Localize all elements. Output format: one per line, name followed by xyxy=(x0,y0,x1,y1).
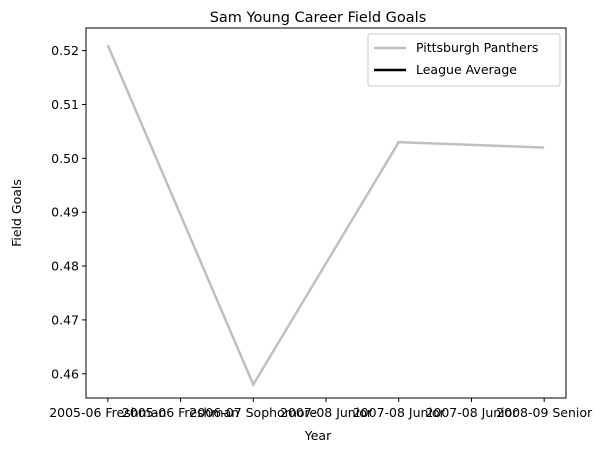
x-tick-label: 2008-09 Senior xyxy=(496,405,593,420)
y-tick-label: 0.46 xyxy=(51,366,79,381)
y-tick-label: 0.48 xyxy=(51,259,79,274)
series-line-pittsburgh-panthers xyxy=(106,44,545,388)
x-tick-label: 2005-06 Freshman xyxy=(49,405,166,420)
x-axis-title: Year xyxy=(304,428,332,443)
legend: Pittsburgh Panthers League Average xyxy=(367,33,561,87)
y-tick-label: 0.49 xyxy=(51,205,79,220)
legend-label-pittsburgh-panthers: Pittsburgh Panthers xyxy=(416,40,538,55)
legend-box xyxy=(367,33,561,87)
plot-area: 0.46 0.47 0.48 0.49 0.50 0.51 0.52 2005-06 Fre… xyxy=(49,27,593,420)
y-tick-label: 0.50 xyxy=(51,151,79,166)
x-tick-label: 2007-08 Junior xyxy=(353,405,446,420)
chart-title: Sam Young Career Field Goals xyxy=(210,10,427,26)
y-tick-label: 0.51 xyxy=(51,97,79,112)
x-tick-label: 2005-06 Freshman xyxy=(122,405,239,420)
y-tick-label: 0.52 xyxy=(51,43,79,58)
x-tick-label: 2007-08 Junior xyxy=(280,405,373,420)
series-layer xyxy=(106,44,545,388)
y-axis-ticks: 0.46 0.47 0.48 0.49 0.50 0.51 0.52 xyxy=(51,43,86,381)
x-tick-label: 2007-08 Junior xyxy=(425,405,518,420)
y-tick-label: 0.47 xyxy=(51,312,79,327)
legend-label-league-average: League Average xyxy=(416,62,517,77)
y-axis-title: Field Goals xyxy=(9,179,24,247)
x-tick-label: 2006-07 Sophomore xyxy=(189,405,317,420)
